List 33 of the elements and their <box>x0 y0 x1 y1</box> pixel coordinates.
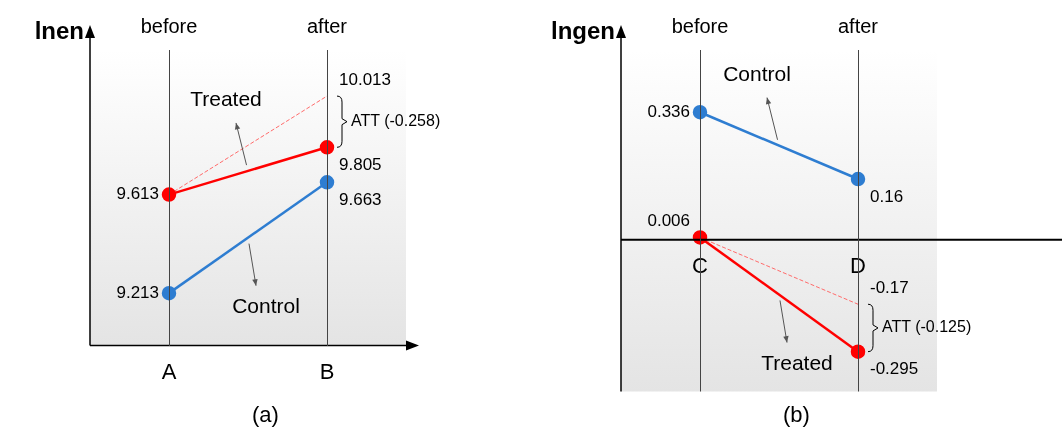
data-label: 0.006 <box>647 211 690 231</box>
point <box>161 285 177 301</box>
point <box>692 104 708 120</box>
text: before <box>671 15 729 38</box>
text: (b) <box>782 402 811 428</box>
y-axis-title: lngen <box>551 16 615 44</box>
point <box>850 344 866 359</box>
text: before <box>140 15 198 38</box>
text: Treated <box>190 87 262 111</box>
text: (a) <box>251 402 280 428</box>
series-label: Control <box>232 294 300 318</box>
text: after <box>837 15 879 38</box>
x-tick-label: A <box>161 358 177 384</box>
data-label: 0.336 <box>647 101 690 121</box>
annotation: ATT (-0.125) <box>882 318 972 336</box>
data-label: 9.613 <box>116 184 159 204</box>
text: after <box>306 15 348 38</box>
data-label: 0.16 <box>870 186 904 206</box>
point <box>319 175 335 190</box>
data-label: 9.213 <box>116 282 159 302</box>
data-label: 9.805 <box>339 154 382 174</box>
y-axis-title: lnen <box>34 16 84 44</box>
x-tick-label: B <box>319 358 335 384</box>
series-label: Control <box>723 62 791 86</box>
data-label: 9.663 <box>339 189 382 209</box>
data-label: 10.013 <box>339 69 391 89</box>
point <box>850 171 866 187</box>
data-label: -0.295 <box>870 359 919 379</box>
data-label: -0.17 <box>870 277 909 297</box>
annotation: ATT (-0.258) <box>351 111 441 129</box>
series-label: Treated <box>761 351 833 375</box>
point <box>319 140 335 155</box>
point <box>161 187 177 202</box>
